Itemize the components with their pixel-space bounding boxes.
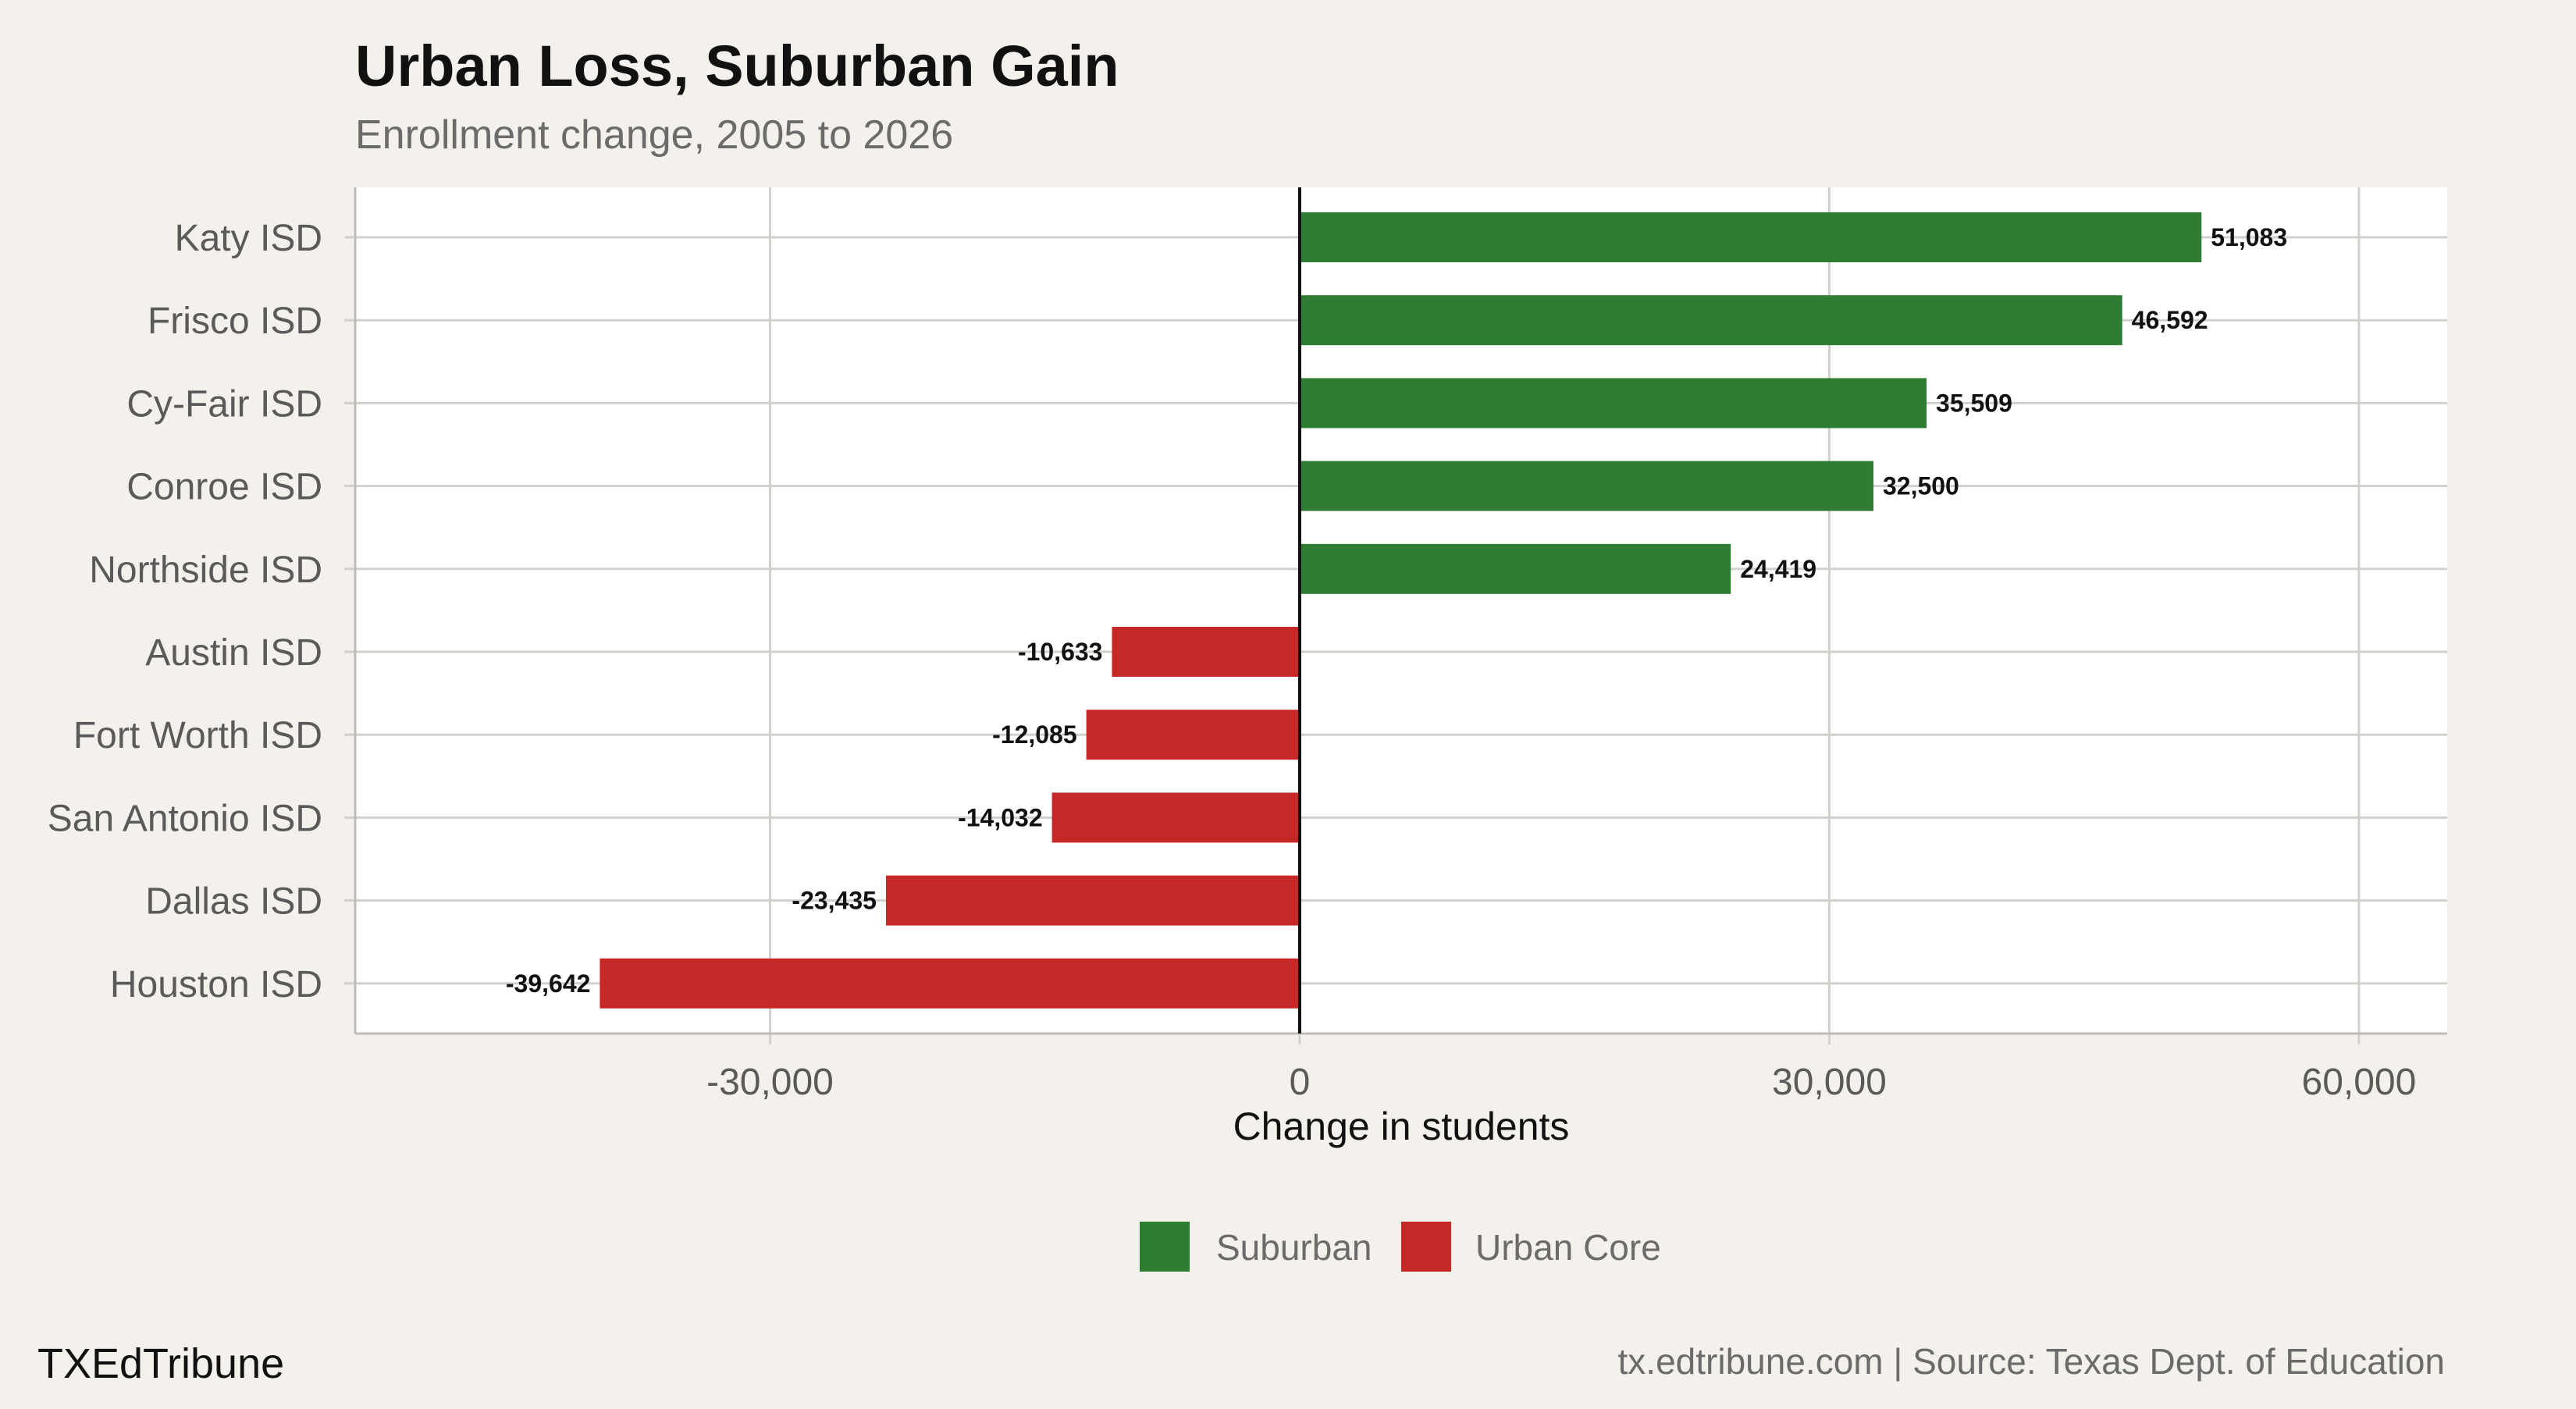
category-label: San Antonio ISD [48,798,322,839]
bar [1299,378,1927,429]
category-label: Austin ISD [145,632,322,674]
category-label: Frisco ISD [148,301,322,342]
x-tick-label: 30,000 [1772,1062,1887,1103]
legend-label: Urban Core [1475,1227,1661,1268]
data-label: 46,592 [2132,306,2208,334]
legend-label: Suburban [1216,1227,1372,1268]
x-tick-label: 0 [1290,1062,1311,1103]
bar [600,958,1300,1009]
category-label: Conroe ISD [126,467,322,508]
bar [885,875,1300,926]
x-tick-label: -30,000 [706,1062,834,1103]
chart-title: Urban Loss, Suburban Gain [355,34,1119,98]
category-label: Cy-Fair ISD [126,383,322,425]
legend-swatch [1401,1222,1451,1272]
bar [1299,295,2122,346]
data-label: -10,633 [1018,638,1103,666]
legend: Suburban Urban Core [1140,1222,1661,1272]
data-label: -12,085 [992,721,1077,749]
data-label: -23,435 [792,887,877,915]
bar [1051,792,1300,843]
category-label: Fort Worth ISD [73,715,322,756]
data-label: 35,509 [1936,389,2012,417]
category-label: Northside ISD [89,550,322,591]
data-label: -39,642 [506,970,591,998]
category-label: Katy ISD [175,218,322,259]
x-axis-title: Change in students [1233,1105,1570,1148]
data-label: 51,083 [2211,223,2287,251]
brand-logo: TXEdTribune [37,1340,284,1387]
bar [1086,710,1300,760]
bar [1299,212,2202,262]
legend-swatch [1140,1222,1190,1272]
axis-layer: -30,000 0 30,000 60,000 [344,187,2447,1103]
label-layer: Katy ISD 51,083 Frisco ISD 46,592 Cy-Fair IS… [48,218,2287,1005]
data-label: 32,500 [1883,472,1959,500]
bar [1299,461,1873,511]
data-label: 24,419 [1740,555,1816,583]
bar-layer [600,212,2202,1009]
category-label: Dallas ISD [145,881,322,923]
category-label: Houston ISD [110,964,322,1005]
source-caption: tx.edtribune.com | Source: Texas Dept. o… [1618,1341,2445,1382]
bar [1112,627,1300,677]
data-label: -14,032 [958,803,1043,831]
x-tick-label: 60,000 [2302,1062,2417,1103]
bar [1299,543,1731,594]
chart-subtitle: Enrollment change, 2005 to 2026 [355,112,953,158]
